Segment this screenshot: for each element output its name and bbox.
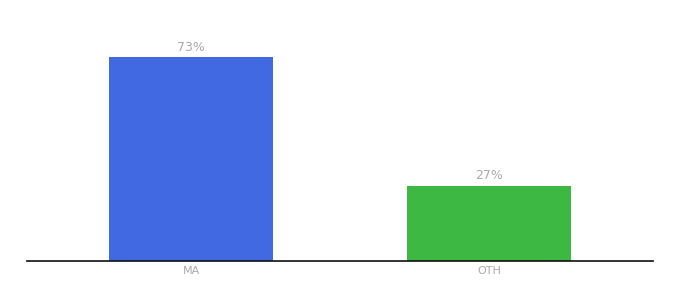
Text: 27%: 27%	[475, 169, 503, 182]
Bar	[407, 186, 571, 261]
Bar	[109, 58, 273, 261]
Text: 73%: 73%	[177, 41, 205, 54]
